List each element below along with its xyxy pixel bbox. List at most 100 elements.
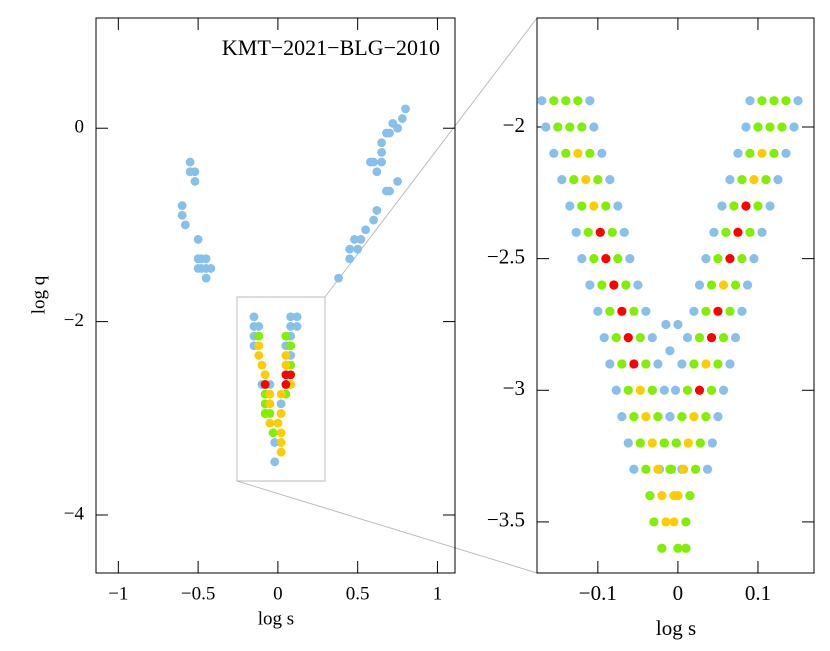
data-point bbox=[629, 412, 639, 422]
data-point bbox=[678, 464, 689, 474]
data-point bbox=[385, 128, 394, 138]
data-point bbox=[565, 122, 575, 132]
data-point bbox=[265, 418, 275, 428]
y-tick-label: −3 bbox=[503, 376, 525, 400]
data-point bbox=[666, 464, 677, 474]
x-tick-label: 0 bbox=[673, 581, 684, 605]
data-point bbox=[393, 177, 402, 186]
data-point bbox=[625, 254, 635, 264]
data-point bbox=[701, 412, 711, 422]
data-point bbox=[659, 438, 669, 448]
data-point bbox=[641, 412, 651, 422]
data-point bbox=[757, 96, 767, 106]
data-point bbox=[689, 412, 699, 422]
data-point bbox=[377, 138, 387, 148]
data-point bbox=[605, 306, 615, 316]
y-tick-label: −2 bbox=[503, 113, 525, 137]
data-point bbox=[789, 122, 799, 132]
data-point bbox=[706, 280, 717, 290]
data-point bbox=[281, 331, 291, 341]
data-point bbox=[270, 438, 280, 447]
x-tick-label: 0.5 bbox=[346, 583, 370, 604]
data-point bbox=[601, 254, 611, 264]
data-point bbox=[613, 254, 623, 264]
data-point bbox=[781, 148, 791, 158]
data-point bbox=[353, 244, 363, 254]
data-point bbox=[276, 389, 286, 399]
data-point bbox=[745, 96, 755, 106]
data-point bbox=[647, 385, 657, 395]
data-point bbox=[593, 175, 603, 185]
data-point bbox=[281, 380, 291, 389]
data-point bbox=[206, 264, 216, 273]
data-point bbox=[757, 227, 767, 237]
data-point bbox=[725, 254, 735, 264]
data-point bbox=[593, 306, 603, 316]
data-point bbox=[749, 175, 759, 185]
data-point bbox=[737, 175, 747, 185]
data-point bbox=[641, 306, 651, 316]
data-point bbox=[249, 322, 259, 331]
data-point bbox=[201, 254, 211, 264]
data-point bbox=[733, 148, 743, 158]
data-point bbox=[629, 464, 639, 474]
data-point bbox=[369, 215, 379, 225]
data-point bbox=[613, 201, 623, 211]
data-point bbox=[549, 148, 559, 158]
data-point bbox=[281, 351, 291, 360]
data-point bbox=[623, 438, 633, 448]
data-point bbox=[745, 227, 755, 237]
data-point bbox=[653, 464, 663, 474]
data-point bbox=[611, 333, 621, 343]
data-point bbox=[372, 206, 382, 215]
data-point bbox=[635, 438, 645, 448]
data-point bbox=[694, 333, 705, 343]
data-point bbox=[730, 280, 741, 290]
x-tick-label: 0.1 bbox=[745, 581, 771, 605]
data-point bbox=[793, 96, 803, 106]
data-point bbox=[292, 322, 302, 331]
x-tick-label: −0.1 bbox=[579, 581, 617, 605]
data-point bbox=[553, 122, 563, 132]
data-point bbox=[781, 96, 791, 106]
data-point bbox=[605, 359, 615, 369]
data-point bbox=[254, 331, 264, 341]
data-point bbox=[683, 438, 693, 448]
data-point bbox=[334, 273, 343, 283]
x-tick-label: −0.5 bbox=[181, 583, 215, 604]
data-point bbox=[286, 322, 296, 331]
data-point bbox=[641, 464, 651, 474]
data-point bbox=[569, 175, 579, 185]
data-point bbox=[661, 517, 671, 527]
data-point bbox=[286, 341, 296, 351]
data-point bbox=[249, 312, 259, 322]
data-point bbox=[694, 280, 705, 290]
data-point bbox=[254, 341, 264, 351]
data-point bbox=[761, 175, 771, 185]
data-point bbox=[270, 457, 280, 467]
data-point bbox=[777, 122, 787, 132]
data-point bbox=[617, 412, 627, 422]
data-point bbox=[565, 201, 575, 211]
data-point bbox=[257, 360, 267, 370]
data-point bbox=[619, 227, 629, 237]
data-point bbox=[605, 175, 615, 185]
data-point bbox=[260, 380, 270, 389]
data-point bbox=[268, 428, 278, 438]
data-point bbox=[701, 359, 711, 369]
data-point bbox=[350, 235, 359, 244]
data-point bbox=[265, 409, 275, 418]
data-point bbox=[677, 359, 687, 369]
data-point bbox=[537, 96, 547, 106]
data-point bbox=[765, 201, 775, 211]
data-point bbox=[671, 438, 681, 448]
data-point bbox=[345, 244, 355, 254]
data-point bbox=[629, 306, 639, 316]
data-point bbox=[717, 201, 727, 211]
x-tick-label: −1 bbox=[108, 583, 128, 604]
data-point bbox=[647, 333, 657, 343]
data-point bbox=[681, 543, 691, 553]
panel-title: KMT−2021−BLG−2010 bbox=[222, 35, 440, 60]
data-point bbox=[707, 438, 717, 448]
data-point bbox=[254, 351, 264, 360]
